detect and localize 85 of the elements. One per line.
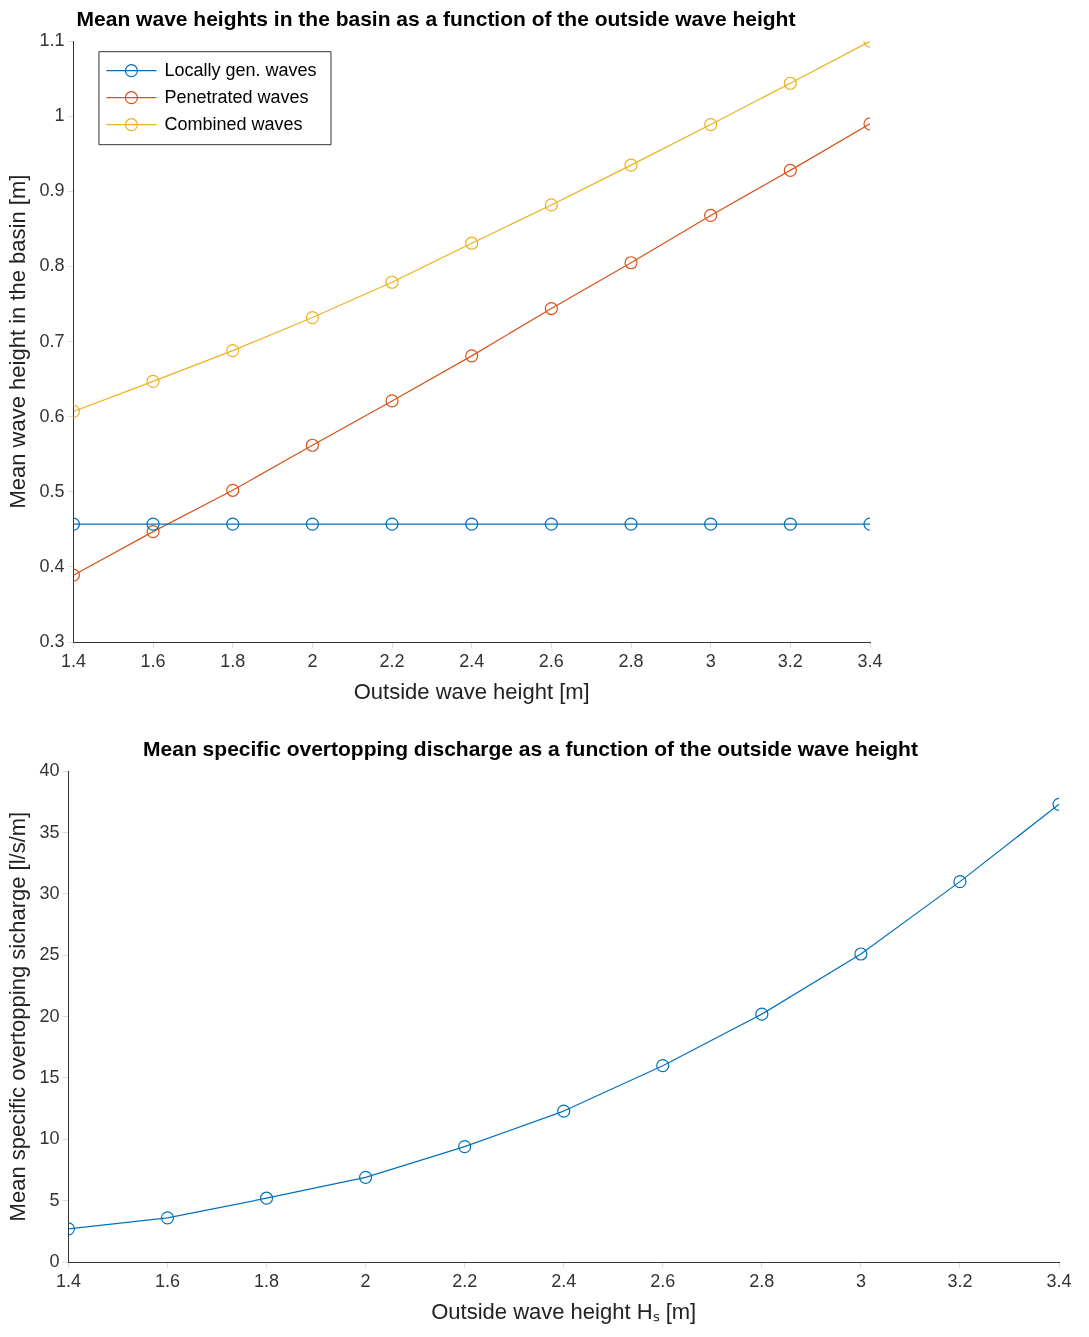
- x-axis-title: Outside wave height [m]: [353, 678, 590, 704]
- point: [704, 517, 718, 531]
- point: [465, 236, 479, 250]
- point: [385, 394, 399, 408]
- point: [783, 163, 797, 177]
- y-tick-label: 0: [49, 1250, 60, 1271]
- y-tick-label: 0.8: [39, 255, 65, 276]
- point: [305, 438, 319, 452]
- x-tick-label: 2.8: [618, 650, 644, 671]
- y-tick-label: 5: [49, 1189, 60, 1210]
- point: [465, 349, 479, 363]
- point: [385, 517, 399, 531]
- x-tick-label: 1.4: [60, 650, 86, 671]
- point: [458, 1140, 472, 1154]
- point: [704, 208, 718, 223]
- x-tick-label: 2.6: [650, 1270, 676, 1291]
- point: [624, 256, 638, 270]
- point: [146, 374, 160, 388]
- x-tick-label: 2.4: [459, 650, 485, 671]
- point: [305, 517, 319, 531]
- y-axis-title: Mean specific overtopping sicharge [l/s/m]: [5, 811, 31, 1222]
- x-tick-label: 1.4: [55, 1270, 81, 1291]
- x-tick-label: 1.6: [140, 650, 166, 671]
- point: [226, 344, 240, 358]
- y-axis-title: Mean wave height in the basin [m]: [5, 174, 31, 509]
- y-tick-label: 25: [39, 944, 60, 965]
- point: [953, 875, 967, 889]
- chart-title: Mean wave heights in the basin as a function of the outside wave height: [76, 7, 796, 31]
- point: [146, 525, 160, 539]
- point: [305, 310, 319, 325]
- x-tick-label: 2.4: [551, 1270, 577, 1291]
- y-tick-label: 0.5: [39, 480, 65, 501]
- y-tick-label: 10: [39, 1128, 60, 1149]
- point: [854, 947, 868, 961]
- point: [544, 198, 558, 212]
- y-tick-label: 15: [39, 1066, 60, 1087]
- point: [624, 158, 638, 172]
- x-tick-label: 1.6: [154, 1270, 180, 1291]
- point: [544, 301, 558, 316]
- x-tick-label: 2.8: [749, 1270, 775, 1291]
- point: [160, 1211, 175, 1225]
- point: [624, 517, 638, 531]
- x-tick-label: 3.2: [777, 650, 803, 671]
- y-tick-label: 20: [39, 1005, 60, 1026]
- x-tick-label: 3: [855, 1270, 866, 1291]
- point: [544, 517, 558, 531]
- y-tick-label: 1.1: [39, 30, 65, 51]
- point: [557, 1104, 571, 1118]
- point: [656, 1059, 670, 1073]
- chart-title: Mean specific overtopping discharge as a function of the outside wave height: [143, 737, 918, 761]
- point: [385, 275, 399, 289]
- y-tick-label: 40: [39, 760, 60, 781]
- legend-label: Locally gen. waves: [164, 59, 317, 80]
- legend-label: Combined waves: [164, 113, 303, 134]
- x-tick-label: 3.2: [947, 1270, 973, 1291]
- point: [226, 483, 240, 497]
- point: [465, 517, 479, 531]
- point: [359, 1170, 373, 1184]
- x-tick-label: 3.4: [857, 650, 883, 671]
- x-tick-label: 1.8: [220, 650, 246, 671]
- y-tick-label: 0.3: [39, 630, 65, 651]
- point: [259, 1191, 274, 1205]
- x-tick-label: 2.2: [379, 650, 405, 671]
- x-tick-label: 2.6: [538, 650, 564, 671]
- point: [783, 76, 797, 90]
- y-tick-label: 0.6: [39, 405, 65, 426]
- y-tick-label: 1: [54, 105, 65, 126]
- x-tick-label: 1.8: [254, 1270, 280, 1291]
- point: [146, 517, 160, 531]
- x-tick-label: 3: [705, 650, 716, 671]
- y-tick-label: 0.9: [39, 180, 65, 201]
- x-tick-label: 2: [307, 650, 318, 671]
- y-tick-label: 35: [39, 821, 60, 842]
- point: [704, 117, 718, 132]
- x-tick-label: 2.2: [452, 1270, 478, 1291]
- x-axis-title: Outside wave height Hₛ [m]: [431, 1298, 697, 1324]
- x-tick-label: 2: [360, 1270, 371, 1291]
- point: [226, 517, 240, 531]
- point: [783, 517, 797, 531]
- x-tick-label: 3.4: [1046, 1270, 1072, 1291]
- point: [755, 1007, 769, 1021]
- y-tick-label: 0.7: [39, 330, 65, 351]
- legend-label: Penetrated waves: [164, 86, 309, 107]
- y-tick-label: 0.4: [39, 555, 65, 576]
- y-tick-label: 30: [39, 882, 60, 903]
